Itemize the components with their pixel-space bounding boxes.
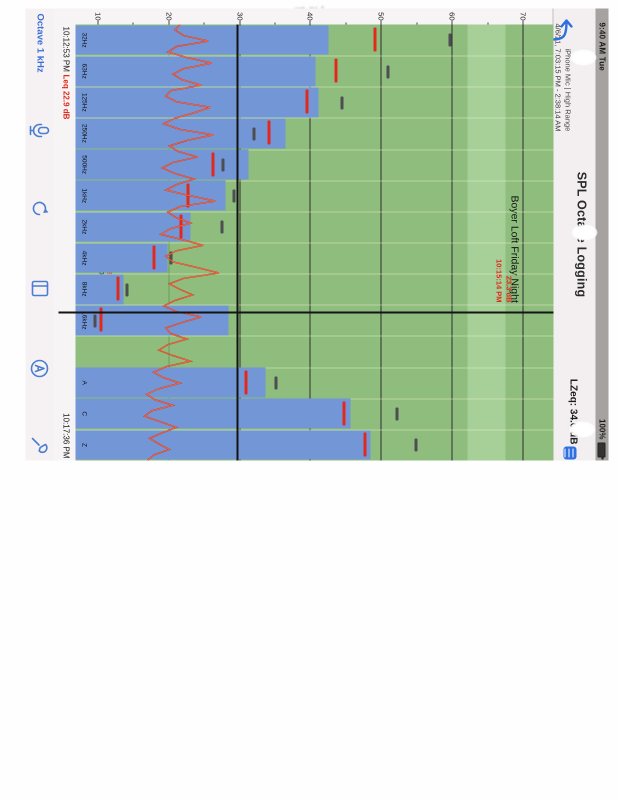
- db-axis: 10 20 30 40 50 60 70: [75, 8, 553, 24]
- scan-blob-artifact: [570, 49, 596, 65]
- mode-label[interactable]: Octave 1 kHz: [34, 13, 45, 73]
- status-time: 9:40 AM Tue: [597, 22, 606, 71]
- battery-percent: 100%: [597, 418, 606, 439]
- db-axis-label: 40: [305, 11, 315, 20]
- db-axis-tick: [167, 20, 169, 24]
- microphone-icon[interactable]: [28, 119, 50, 141]
- db-axis-tick: [309, 20, 311, 24]
- wrench-icon[interactable]: [28, 434, 50, 456]
- history-trace: [142, 24, 219, 460]
- log-leq-readout: Leq 22.9 dB: [61, 74, 70, 119]
- db-axis-tick: [238, 20, 240, 24]
- cursor-horizontal-line[interactable]: [235, 24, 238, 460]
- db-axis-label: 20: [163, 11, 173, 20]
- notebook-icon[interactable]: [28, 277, 50, 299]
- menu-button[interactable]: [563, 446, 576, 459]
- status-right: 100%: [595, 419, 608, 457]
- db-axis-label: 50: [376, 11, 386, 20]
- bottom-toolbar: Octave 1 kHz: [25, 8, 53, 460]
- db-axis-tick: [97, 20, 98, 24]
- db-axis-tick: [380, 20, 382, 24]
- scan-blob-artifact: [569, 421, 595, 437]
- log-end-time: 10:17:36 PM: [61, 412, 70, 458]
- time-info-row: 10:12:53 PM Leq 22.9 dB 10:17:36 PM: [54, 8, 70, 460]
- db-axis-label: 70: [518, 11, 527, 20]
- battery-icon: [597, 442, 606, 457]
- db-axis-label: 10: [93, 11, 102, 20]
- cursor-vertical-line[interactable]: [75, 311, 553, 313]
- refresh-icon[interactable]: [28, 197, 50, 219]
- db-axis-label: 30: [234, 11, 244, 20]
- db-axis-tick: [522, 20, 523, 24]
- jump-to-live-arrow-icon[interactable]: [549, 11, 575, 41]
- db-axis-label: 60: [447, 11, 457, 20]
- db-axis-tick: [451, 20, 453, 24]
- a-weighting-icon[interactable]: [28, 357, 50, 379]
- octave-bar-chart[interactable]: Boyer Loft Friday Night 23.3 dB 10:15:14…: [75, 24, 553, 460]
- spl-app-screenshot: 9:40 AM Tue 100% SPL Octave Logging iPho…: [25, 8, 608, 460]
- scan-blob-artifact: [571, 224, 597, 240]
- log-start-time: 10:12:53 PM: [61, 26, 70, 72]
